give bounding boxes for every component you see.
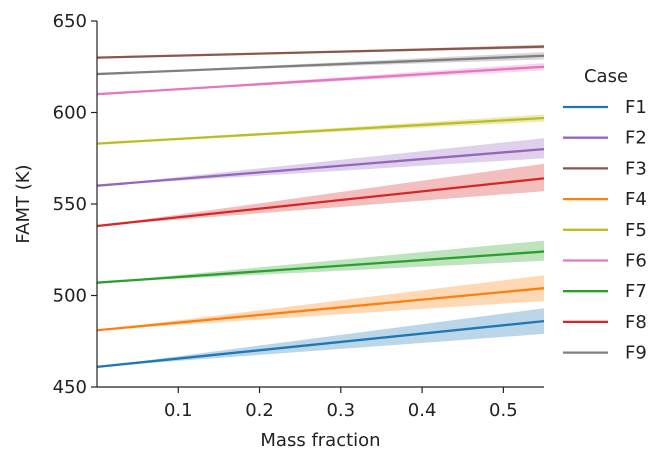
x-tick-label: 0.3 <box>326 400 355 421</box>
line-f8 <box>96 177 545 228</box>
legend-label-f1: F1 <box>625 97 647 118</box>
legend-label-f5: F5 <box>625 220 647 241</box>
y-tick-label: 450 <box>53 377 87 398</box>
band-f8 <box>97 163 544 226</box>
legend-label-f7: F7 <box>625 281 647 302</box>
legend-label-f4: F4 <box>625 189 647 210</box>
legend-items: F1 F2 F3 F4 F5 F6 F7 F8 F9 <box>563 97 647 364</box>
legend-title: Case <box>584 66 628 87</box>
y-tick-label: 550 <box>53 194 87 215</box>
x-tick-label: 0.5 <box>489 400 518 421</box>
x-axis-label: Mass fraction <box>260 430 380 449</box>
legend-label-f9: F9 <box>625 343 647 364</box>
legend-label-f8: F8 <box>625 312 647 333</box>
line-f5 <box>96 116 545 145</box>
band-f7 <box>97 240 544 283</box>
legend-label-f2: F2 <box>625 128 647 149</box>
line-f3 <box>96 45 545 59</box>
line-f1 <box>96 319 545 369</box>
line-f7 <box>96 250 545 284</box>
legend-label-f3: F3 <box>625 158 647 179</box>
y-tick-label: 650 <box>53 11 87 32</box>
y-axis-ticks: 450 500 550 600 650 <box>53 11 97 398</box>
x-tick-label: 0.4 <box>408 400 437 421</box>
y-axis-label: FAMT (K) <box>13 164 34 243</box>
line-f9 <box>96 54 545 76</box>
y-tick-label: 500 <box>53 286 87 307</box>
confidence-bands <box>97 44 544 367</box>
series-lines <box>96 45 545 369</box>
legend-label-f6: F6 <box>625 251 647 272</box>
line-f2 <box>96 147 545 187</box>
x-tick-label: 0.2 <box>245 400 274 421</box>
band-f1 <box>97 308 544 367</box>
y-tick-label: 600 <box>53 103 87 124</box>
x-axis-ticks: 0.1 0.2 0.3 0.4 0.5 <box>164 387 518 421</box>
x-tick-label: 0.1 <box>164 400 193 421</box>
band-f2 <box>97 138 544 186</box>
band-f4 <box>97 275 544 331</box>
line-f6 <box>96 65 545 96</box>
legend: Case F1 F2 F3 F4 F5 F6 F7 F8 F9 <box>563 66 647 364</box>
line-f4 <box>96 287 545 332</box>
